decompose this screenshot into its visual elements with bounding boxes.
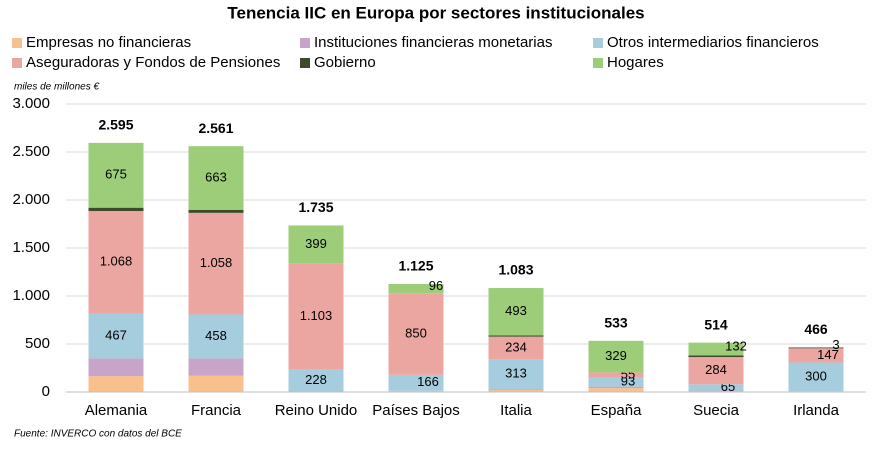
x-tick-label: Alemania — [85, 402, 148, 419]
data-label: 96 — [429, 278, 443, 293]
data-label: 228 — [305, 372, 327, 387]
total-label: 1.735 — [298, 199, 333, 215]
bar-segment — [388, 374, 444, 391]
legend-label: Aseguradoras y Fondos de Pensiones — [26, 54, 280, 71]
legend-swatch — [12, 58, 22, 68]
legend-swatch — [593, 38, 603, 48]
data-label: 1.103 — [300, 308, 333, 323]
legend-label: Instituciones financieras monetarias — [314, 34, 552, 51]
data-label: 850 — [405, 325, 427, 340]
x-tick-label: Francia — [191, 402, 242, 419]
bar-segment — [288, 369, 344, 392]
total-label: 1.083 — [498, 262, 533, 278]
bar-segment — [488, 288, 544, 336]
legend-swatch — [593, 58, 603, 68]
legend-label: Otros intermediarios financieros — [607, 34, 819, 51]
bar-segment — [88, 142, 144, 208]
x-tick-label: Italia — [500, 402, 532, 419]
bar-segment — [588, 340, 644, 373]
data-label: 1.058 — [200, 255, 233, 270]
data-label: 467 — [105, 327, 127, 342]
bar-segment — [688, 357, 744, 385]
y-tick-label: 2.000 — [12, 191, 50, 208]
bar-segment — [688, 384, 744, 391]
bar-segment — [688, 355, 744, 358]
bar-segment — [188, 212, 244, 315]
y-tick-label: 1.000 — [12, 287, 50, 304]
bar-segment — [488, 359, 544, 390]
bar-segment — [88, 211, 144, 314]
y-tick-label: 0 — [42, 383, 50, 400]
bar-segment — [188, 375, 244, 392]
bar-segment — [88, 207, 144, 212]
data-label: 1.068 — [100, 254, 133, 269]
total-label: 2.561 — [198, 120, 233, 136]
y-tick-label: 500 — [25, 335, 50, 352]
y-tick-label: 1.500 — [12, 239, 50, 256]
data-label: 132 — [725, 338, 747, 353]
bar-segment — [788, 347, 844, 349]
data-label: 234 — [505, 339, 527, 354]
legend-swatch — [12, 38, 22, 48]
y-unit: miles de millones € — [14, 82, 99, 93]
data-label: 663 — [205, 169, 227, 184]
data-label: 675 — [105, 167, 127, 182]
data-label: 166 — [417, 374, 439, 389]
legend-swatch — [300, 58, 310, 68]
legend-label: Empresas no financieras — [26, 34, 191, 51]
data-label: 493 — [505, 303, 527, 318]
legend-label: Gobierno — [314, 54, 376, 71]
bar-segment — [88, 358, 144, 377]
data-label: 399 — [305, 236, 327, 251]
bar-segment — [188, 314, 244, 359]
data-label: 3 — [832, 337, 839, 352]
total-label: 466 — [804, 321, 828, 337]
data-label: 300 — [805, 368, 827, 383]
bar-segment — [588, 377, 644, 387]
bar-segment — [588, 388, 644, 392]
y-tick-label: 3.000 — [12, 95, 50, 112]
total-label: 514 — [704, 316, 728, 332]
source: Fuente: INVERCO con datos del BCE — [14, 429, 182, 440]
x-tick-label: Reino Unido — [275, 402, 358, 419]
x-tick-label: Suecia — [693, 402, 740, 419]
data-label: 313 — [505, 366, 527, 381]
bar-segment — [688, 342, 744, 356]
bar-segment — [188, 209, 244, 213]
data-label: 284 — [705, 362, 727, 377]
bar-segment — [388, 284, 444, 294]
bar-segment — [488, 390, 544, 392]
bar-segment — [288, 225, 344, 264]
x-tick-label: España — [591, 402, 643, 419]
bar-segment — [388, 293, 444, 375]
total-label: 2.595 — [98, 117, 133, 133]
bar-segment — [288, 263, 344, 370]
bar-segment — [188, 358, 244, 376]
bar-segment — [588, 386, 644, 389]
x-tick-label: Países Bajos — [372, 402, 460, 419]
data-label: 147 — [817, 347, 839, 362]
data-label: 458 — [205, 328, 227, 343]
bar-segment — [788, 362, 844, 392]
bar-segment — [488, 389, 544, 391]
bar-segment — [88, 313, 144, 359]
bar-segment — [488, 336, 544, 360]
legend-label: Hogares — [607, 54, 664, 71]
bar-segment — [788, 348, 844, 363]
x-tick-label: Irlanda — [793, 402, 840, 419]
total-label: 533 — [604, 315, 628, 331]
bar-segment — [88, 376, 144, 392]
total-label: 1.125 — [398, 258, 433, 274]
bar-segment — [588, 372, 644, 378]
legend-swatch — [300, 38, 310, 48]
data-label: 329 — [605, 348, 627, 363]
y-tick-label: 2.500 — [12, 143, 50, 160]
chart-title: Tenencia IIC en Europa por sectores inst… — [227, 3, 644, 22]
bar-segment — [188, 146, 244, 210]
bar-segment — [488, 335, 544, 337]
